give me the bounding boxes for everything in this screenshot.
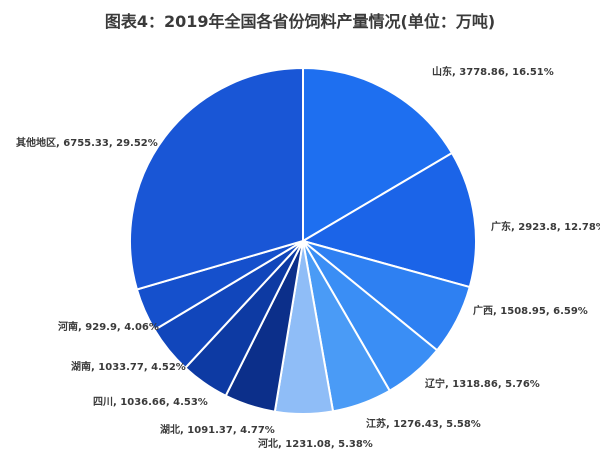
pie-slice-1 <box>302 66 454 243</box>
chart-title: 图表4：2019年全国各省份饲料产量情况(单位：万吨) <box>104 12 496 31</box>
slice-label-10: 河南, 929.9, 4.06% <box>58 320 159 333</box>
slice-label-6: 河北, 1231.08, 5.38% <box>258 437 373 450</box>
slice-label-3: 广西, 1508.95, 6.59% <box>473 304 588 317</box>
slice-label-11: 其他地区, 6755.33, 29.52% <box>16 136 158 149</box>
slice-label-2: 广东, 2923.8, 12.78% <box>491 220 600 233</box>
slice-label-7: 湖北, 1091.37, 4.77% <box>160 423 275 436</box>
slice-label-8: 四川, 1036.66, 4.53% <box>93 396 208 408</box>
pie-slice-2 <box>300 151 477 289</box>
slice-label-9: 湖南, 1033.77, 4.52% <box>71 360 186 373</box>
slice-label-1: 山东, 3778.86, 16.51% <box>432 65 554 78</box>
slice-label-4: 辽宁, 1318.86, 5.76% <box>425 377 540 390</box>
pie-slice-11 <box>129 66 304 291</box>
slice-label-5: 江苏, 1276.43, 5.58% <box>366 417 481 430</box>
